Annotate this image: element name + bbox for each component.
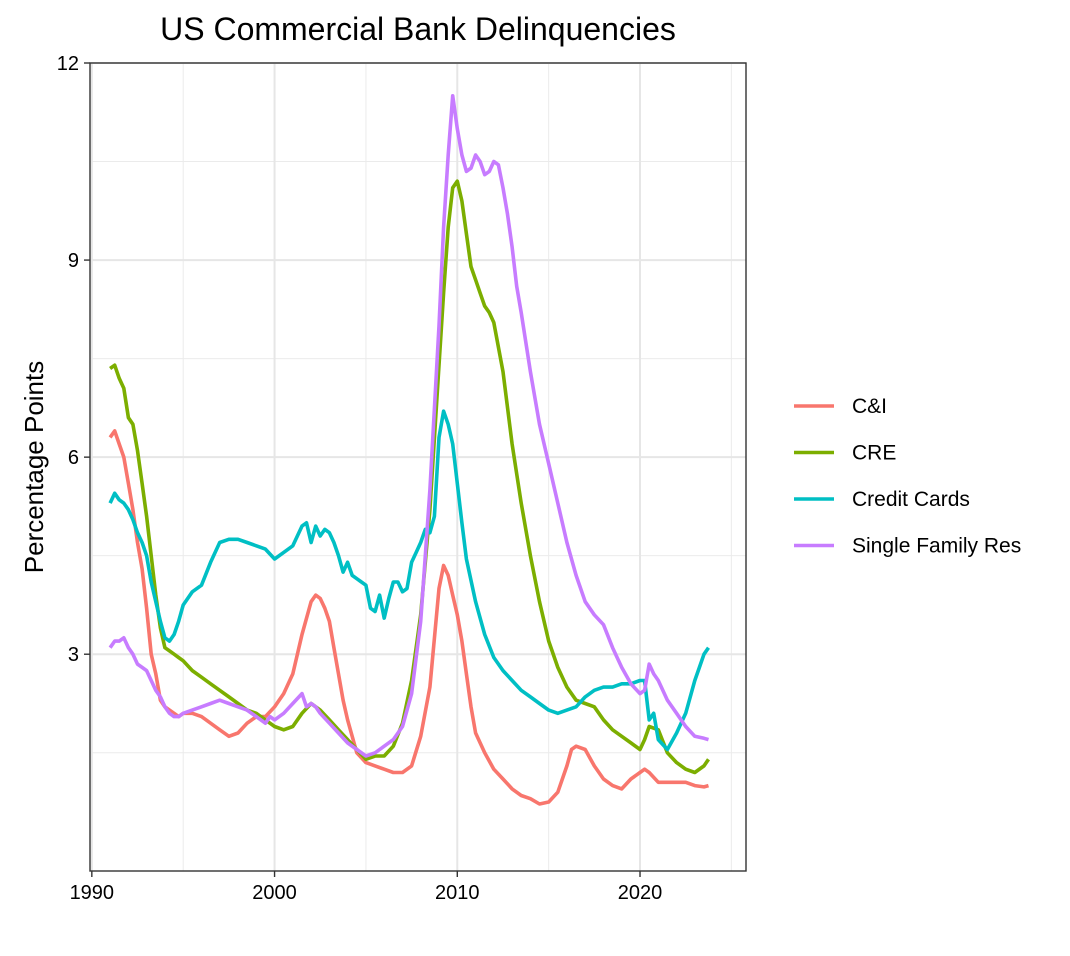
x-tick-label: 2010 (435, 882, 480, 904)
legend-label-1: CRE (852, 442, 896, 465)
x-tick-label: 1990 (70, 882, 115, 904)
y-tick-label: 9 (68, 250, 79, 272)
x-tick-label: 2020 (618, 882, 663, 904)
series-layer (108, 94, 710, 806)
plot-panel (89, 62, 747, 872)
legend-label-0: C&I (852, 395, 887, 418)
x-axis: 1990 2000 2010 2020 (70, 871, 663, 904)
x-tick-label: 2000 (252, 882, 297, 904)
y-axis-label: Percentage Points (19, 361, 49, 573)
legend-label-3: Single Family Res (852, 535, 1021, 558)
y-axis: 3 6 9 12 (57, 53, 90, 666)
y-tick-label: 12 (57, 53, 79, 75)
panel-border (89, 62, 747, 872)
legend-label-2: Credit Cards (852, 488, 970, 511)
series-line-3 (108, 94, 709, 758)
panel-background (90, 63, 746, 871)
series-line-0 (108, 429, 709, 806)
legend: C&I CRE Credit Cards Single Family Res (794, 395, 1021, 558)
series-line-2 (108, 409, 710, 752)
y-tick-label: 6 (68, 447, 79, 469)
y-tick-label: 3 (68, 644, 79, 666)
series-line-1 (109, 179, 710, 775)
chart-title: US Commercial Bank Delinquencies (160, 11, 676, 47)
